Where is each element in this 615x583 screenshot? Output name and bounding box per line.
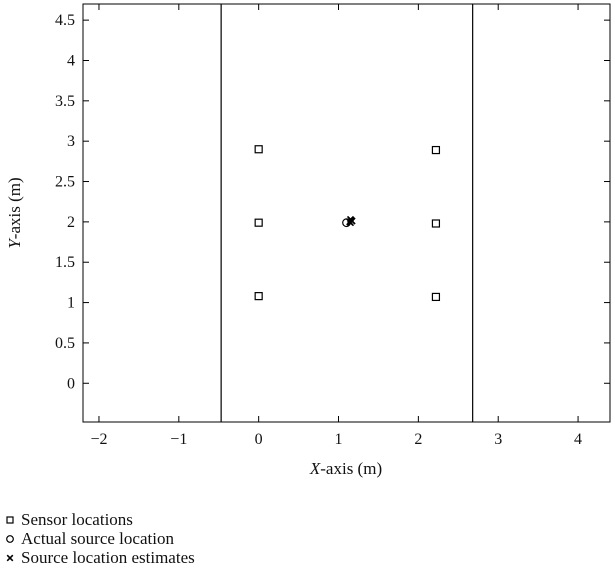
legend-item-sensor: Sensor locations <box>6 510 133 529</box>
legend-label: Sensor locations <box>21 510 133 529</box>
sensor-point <box>254 292 263 301</box>
y-axis-label: Y-axis (m) <box>5 177 24 248</box>
x-axis-label-rest: -axis (m) <box>320 459 382 478</box>
legend-marker <box>6 516 14 524</box>
sensor-point <box>254 218 263 227</box>
legend-marker <box>6 535 14 543</box>
x-tick-label: 2 <box>414 431 422 448</box>
plot-frame <box>82 3 611 423</box>
y-axis-ticks: 0 0.5 1 1.5 2 2.5 3 3.5 4 4.5 <box>55 12 610 392</box>
x-tick-label: 3 <box>494 431 502 448</box>
x-axis-label: X-axis (m) <box>309 459 382 478</box>
divider-lines <box>220 4 474 422</box>
x-axis-ticks: −2 −1 0 1 2 3 4 <box>90 4 582 448</box>
y-tick-label: 3.5 <box>55 93 75 110</box>
x-tick-label: 4 <box>574 431 582 448</box>
sensor-point <box>431 145 441 155</box>
y-tick-label: 1 <box>67 295 75 312</box>
x-axis-label-var: X <box>309 459 321 478</box>
data-points <box>254 145 441 302</box>
y-tick-label: 3 <box>67 133 75 150</box>
source-estimate-point <box>346 215 355 224</box>
y-axis-label-rest: -axis (m) <box>5 177 24 239</box>
y-tick-label: 0.5 <box>55 335 75 352</box>
y-tick-label: 4 <box>67 52 75 69</box>
y-tick-label: 2.5 <box>55 174 75 191</box>
legend-item-actual-source: Actual source location <box>6 529 174 548</box>
sensor-point <box>431 219 441 228</box>
x-tick-label: 0 <box>255 431 263 448</box>
x-tick-label: −2 <box>90 431 107 448</box>
y-tick-label: 1.5 <box>55 254 75 271</box>
legend-label: Actual source location <box>21 529 174 548</box>
sensor-point <box>254 145 263 154</box>
y-tick-label: 0 <box>67 375 75 392</box>
y-tick-label: 4.5 <box>55 12 75 29</box>
y-tick-label: 2 <box>67 214 75 231</box>
y-axis-label-var: Y <box>5 238 24 249</box>
legend-marker <box>6 554 14 562</box>
legend-label: Source location estimates <box>21 548 195 567</box>
x-tick-label: −1 <box>170 431 187 448</box>
x-tick-label: 1 <box>335 431 343 448</box>
legend-item-estimates: Source location estimates <box>6 548 195 567</box>
sensor-point <box>431 292 441 302</box>
